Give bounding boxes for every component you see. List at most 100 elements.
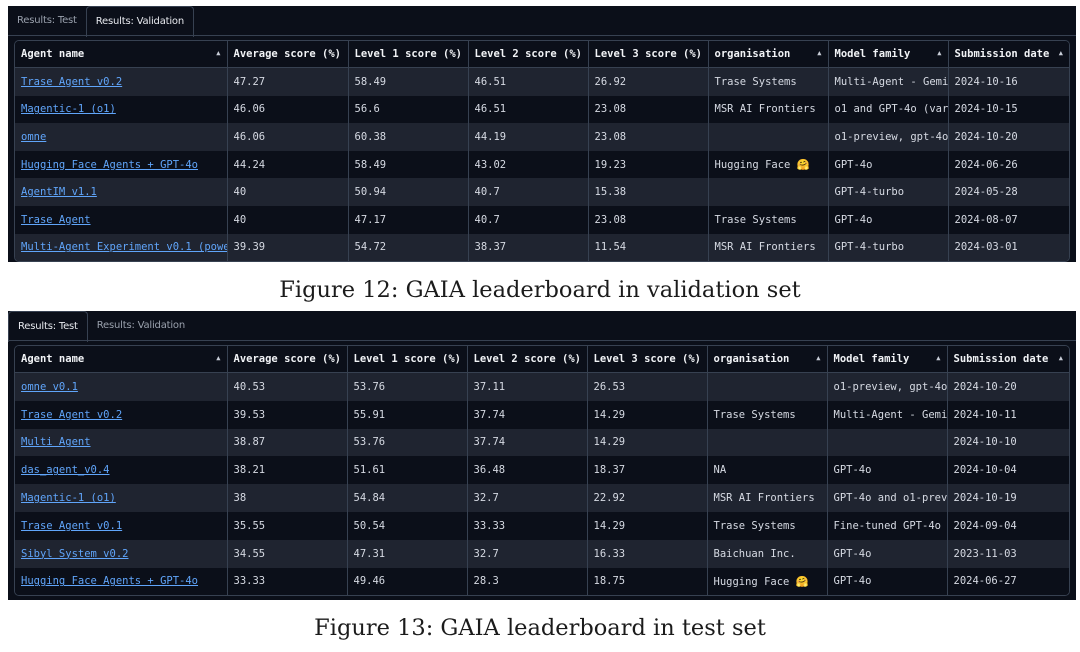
cell-level-1-score: 53.76 — [347, 428, 468, 457]
agent-name-link[interactable]: omne v0.1 — [21, 380, 78, 393]
cell-agent-name: Trase Agent v0.2 — [15, 67, 228, 96]
cell-agent-name: das_agent_v0.4 — [15, 456, 228, 485]
cell-model-family: o1-preview, gpt-4o — [828, 123, 949, 151]
agent-name-link[interactable]: AgentIM v1.1 — [21, 186, 97, 199]
cell-agent-name: AgentIM v1.1 — [15, 178, 228, 206]
validation-leaderboard-panel: Results: Test Results: Validation Agent … — [8, 6, 1076, 262]
column-header-level-2-score[interactable]: Level 2 score (%) — [467, 346, 588, 373]
cell-level-2-score: 46.51 — [468, 67, 589, 96]
test-leaderboard-panel: Results: Test Results: Validation Agent … — [8, 311, 1076, 600]
cell-model-family: Multi-Agent - Gemini — [828, 67, 949, 96]
column-header-average-score[interactable]: Average score (%) — [227, 41, 349, 68]
column-header-agent-name[interactable]: Agent name ▲ — [15, 346, 228, 373]
cell-level-2-score: 46.51 — [468, 95, 589, 124]
tab-results-test[interactable]: Results: Test — [8, 311, 88, 342]
cell-level-2-score: 37.11 — [467, 372, 588, 401]
cell-organisation: NA — [707, 456, 828, 485]
column-header-submission-date[interactable]: Submission date ▲ — [948, 41, 1069, 68]
cell-level-1-score: 51.61 — [347, 456, 468, 485]
sort-ascending-icon[interactable]: ▲ — [936, 354, 941, 362]
cell-submission-date: 2024-06-26 — [948, 150, 1069, 179]
agent-name-link[interactable]: Sibyl System v0.2 — [21, 547, 129, 560]
cell-organisation: Trase Systems — [708, 205, 829, 234]
figure-12-caption: Figure 12: GAIA leaderboard in validatio… — [279, 277, 801, 303]
table-row: Trase Agent v0.2 39.53 55.91 37.74 14.29 Tras… — [15, 400, 1069, 429]
column-header-level-3-score[interactable]: Level 3 score (%) — [587, 346, 708, 373]
table-row: Sibyl System v0.2 34.55 47.31 32.7 16.33 Baic… — [15, 539, 1069, 568]
agent-name-link[interactable]: das_agent_v0.4 — [21, 464, 110, 477]
column-header-average-score[interactable]: Average score (%) — [227, 346, 348, 373]
cell-level-3-score: 23.08 — [588, 123, 709, 151]
cell-level-2-score: 43.02 — [468, 150, 589, 179]
tab-results-validation[interactable]: Results: Validation — [96, 320, 185, 331]
agent-name-link[interactable]: Trase Agent — [21, 213, 91, 226]
column-header-label: Agent name — [21, 48, 85, 60]
agent-name-link[interactable]: Multi Agent — [21, 436, 91, 449]
cell-level-1-score: 54.72 — [348, 233, 469, 262]
column-header-label: Level 1 score (%) — [354, 48, 462, 60]
table-header-row: Agent name ▲ Average score (%) Level 1 scor… — [15, 41, 1069, 68]
cell-model-family: GPT-4-turbo — [828, 233, 949, 262]
cell-submission-date: 2024-10-19 — [947, 484, 1069, 512]
column-header-organisation[interactable]: organisation ▲ — [707, 346, 828, 373]
agent-name-link[interactable]: Trase Agent v0.1 — [21, 519, 123, 532]
tab-results-test[interactable]: Results: Test — [17, 15, 77, 26]
column-header-label: Agent name — [21, 353, 85, 365]
column-header-level-1-score[interactable]: Level 1 score (%) — [348, 41, 469, 68]
sort-ascending-icon[interactable]: ▲ — [1058, 49, 1063, 57]
cell-level-3-score: 23.08 — [588, 95, 709, 124]
table-row: omne 46.06 60.38 44.19 23.08 o1-preview, gpt-… — [15, 123, 1069, 151]
table-header-row: Agent name ▲ Average score (%) Level 1 scor… — [15, 346, 1069, 373]
agent-name-link[interactable]: Magentic-1 (o1) — [21, 103, 116, 116]
column-header-agent-name[interactable]: Agent name ▲ — [15, 41, 228, 68]
sort-ascending-icon[interactable]: ▲ — [816, 354, 821, 362]
cell-model-family: GPT-4o — [828, 205, 949, 234]
cell-average-score: 44.24 — [227, 150, 349, 179]
table-row: Trase Agent v0.1 35.55 50.54 33.33 14.29 Tras… — [15, 511, 1069, 540]
cell-average-score: 35.55 — [227, 511, 348, 540]
cell-model-family: GPT-4o — [828, 150, 949, 179]
cell-level-3-score: 26.92 — [588, 67, 709, 96]
cell-agent-name: Multi Agent — [15, 428, 228, 457]
column-header-submission-date[interactable]: Submission date ▲ — [947, 346, 1069, 373]
cell-level-1-score: 49.46 — [347, 567, 468, 596]
sort-ascending-icon[interactable]: ▲ — [1058, 354, 1063, 362]
cell-level-1-score: 47.17 — [348, 205, 469, 234]
figure-13-caption: Figure 13: GAIA leaderboard in test set — [314, 615, 766, 641]
agent-name-link[interactable]: Magentic-1 (o1) — [21, 492, 116, 505]
agent-name-link[interactable]: Trase Agent v0.2 — [21, 408, 123, 421]
tab-divider — [8, 340, 1076, 341]
agent-name-link[interactable]: Trase Agent v0.2 — [21, 75, 123, 88]
cell-level-3-score: 14.29 — [587, 511, 708, 540]
column-header-level-2-score[interactable]: Level 2 score (%) — [468, 41, 589, 68]
cell-submission-date: 2024-09-04 — [947, 511, 1069, 540]
agent-name-link[interactable]: Multi-Agent Experiment v0.1 (powered by … — [21, 241, 226, 254]
cell-level-3-score: 22.92 — [587, 484, 708, 512]
sort-ascending-icon[interactable]: ▲ — [817, 49, 822, 57]
table-row: das_agent_v0.4 38.21 51.61 36.48 18.37 NA GPT-… — [15, 456, 1069, 485]
tab-bar: Results: Test Results: Validation — [8, 6, 1076, 37]
column-header-level-1-score[interactable]: Level 1 score (%) — [347, 346, 468, 373]
cell-level-2-score: 38.37 — [468, 233, 589, 262]
column-header-model-family[interactable]: Model family ▲ — [827, 346, 948, 373]
cell-average-score: 38.87 — [227, 428, 348, 457]
agent-name-link[interactable]: Hugging Face Agents + GPT-4o — [21, 158, 199, 171]
cell-level-1-score: 55.91 — [347, 400, 468, 429]
sort-ascending-icon[interactable]: ▲ — [216, 354, 221, 362]
cell-model-family — [827, 428, 948, 457]
tab-results-validation[interactable]: Results: Validation — [85, 6, 194, 37]
agent-name-link[interactable]: Hugging Face Agents + GPT-4o — [21, 575, 199, 588]
cell-level-2-score: 28.3 — [467, 567, 588, 596]
column-header-model-family[interactable]: Model family ▲ — [828, 41, 949, 68]
validation-leaderboard-table: Agent name ▲ Average score (%) Level 1 scor… — [15, 41, 1069, 262]
test-leaderboard-table: Agent name ▲ Average score (%) Level 1 scor… — [15, 346, 1069, 596]
cell-average-score: 33.33 — [227, 567, 348, 596]
agent-name-link[interactable]: omne — [21, 130, 47, 143]
sort-ascending-icon[interactable]: ▲ — [937, 49, 942, 57]
cell-level-1-score: 50.54 — [347, 511, 468, 540]
cell-organisation — [708, 178, 829, 206]
cell-submission-date: 2023-11-03 — [947, 539, 1069, 568]
sort-ascending-icon[interactable]: ▲ — [216, 49, 221, 57]
column-header-level-3-score[interactable]: Level 3 score (%) — [588, 41, 709, 68]
column-header-organisation[interactable]: organisation ▲ — [708, 41, 829, 68]
